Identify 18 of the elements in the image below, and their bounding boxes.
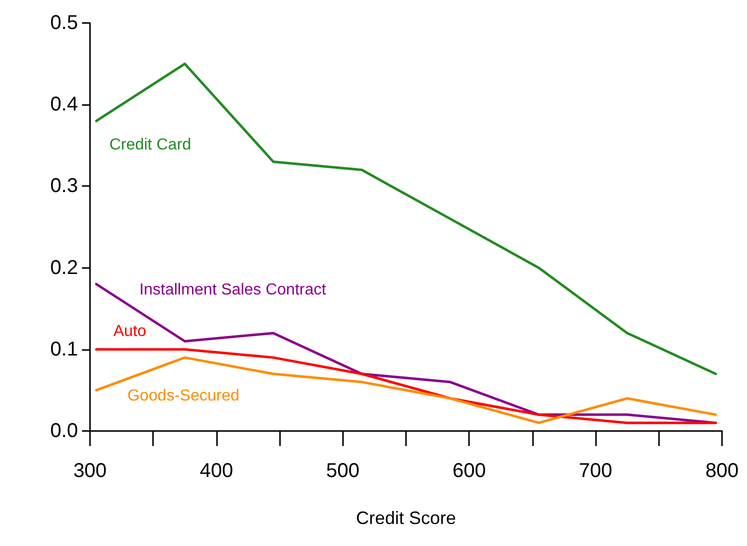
x-tick-label: 600 — [452, 460, 486, 482]
x-tick-label: 300 — [73, 460, 107, 482]
y-tick-label: 0.5 — [50, 12, 78, 34]
y-tick-label: 0.2 — [50, 256, 78, 279]
y-tick-label: 0.4 — [50, 94, 78, 116]
series-label: Auto — [113, 322, 146, 340]
x-tick-label: 700 — [578, 460, 612, 482]
y-tick-label: 0.1 — [50, 338, 78, 360]
x-tick-label: 400 — [200, 460, 234, 482]
line-series — [95, 62, 717, 376]
x-tick-label: 500 — [326, 460, 360, 482]
x-tick-label: 800 — [705, 460, 739, 482]
y-tick-label: 0.0 — [50, 420, 78, 442]
series-label: Installment Sales Contract — [139, 282, 327, 299]
series-label: Credit Card — [109, 136, 192, 154]
series-label: Goods-Secured — [127, 388, 240, 405]
y-tick-label: 0.3 — [50, 175, 78, 198]
x-axis-title: Credit Score — [356, 508, 456, 528]
